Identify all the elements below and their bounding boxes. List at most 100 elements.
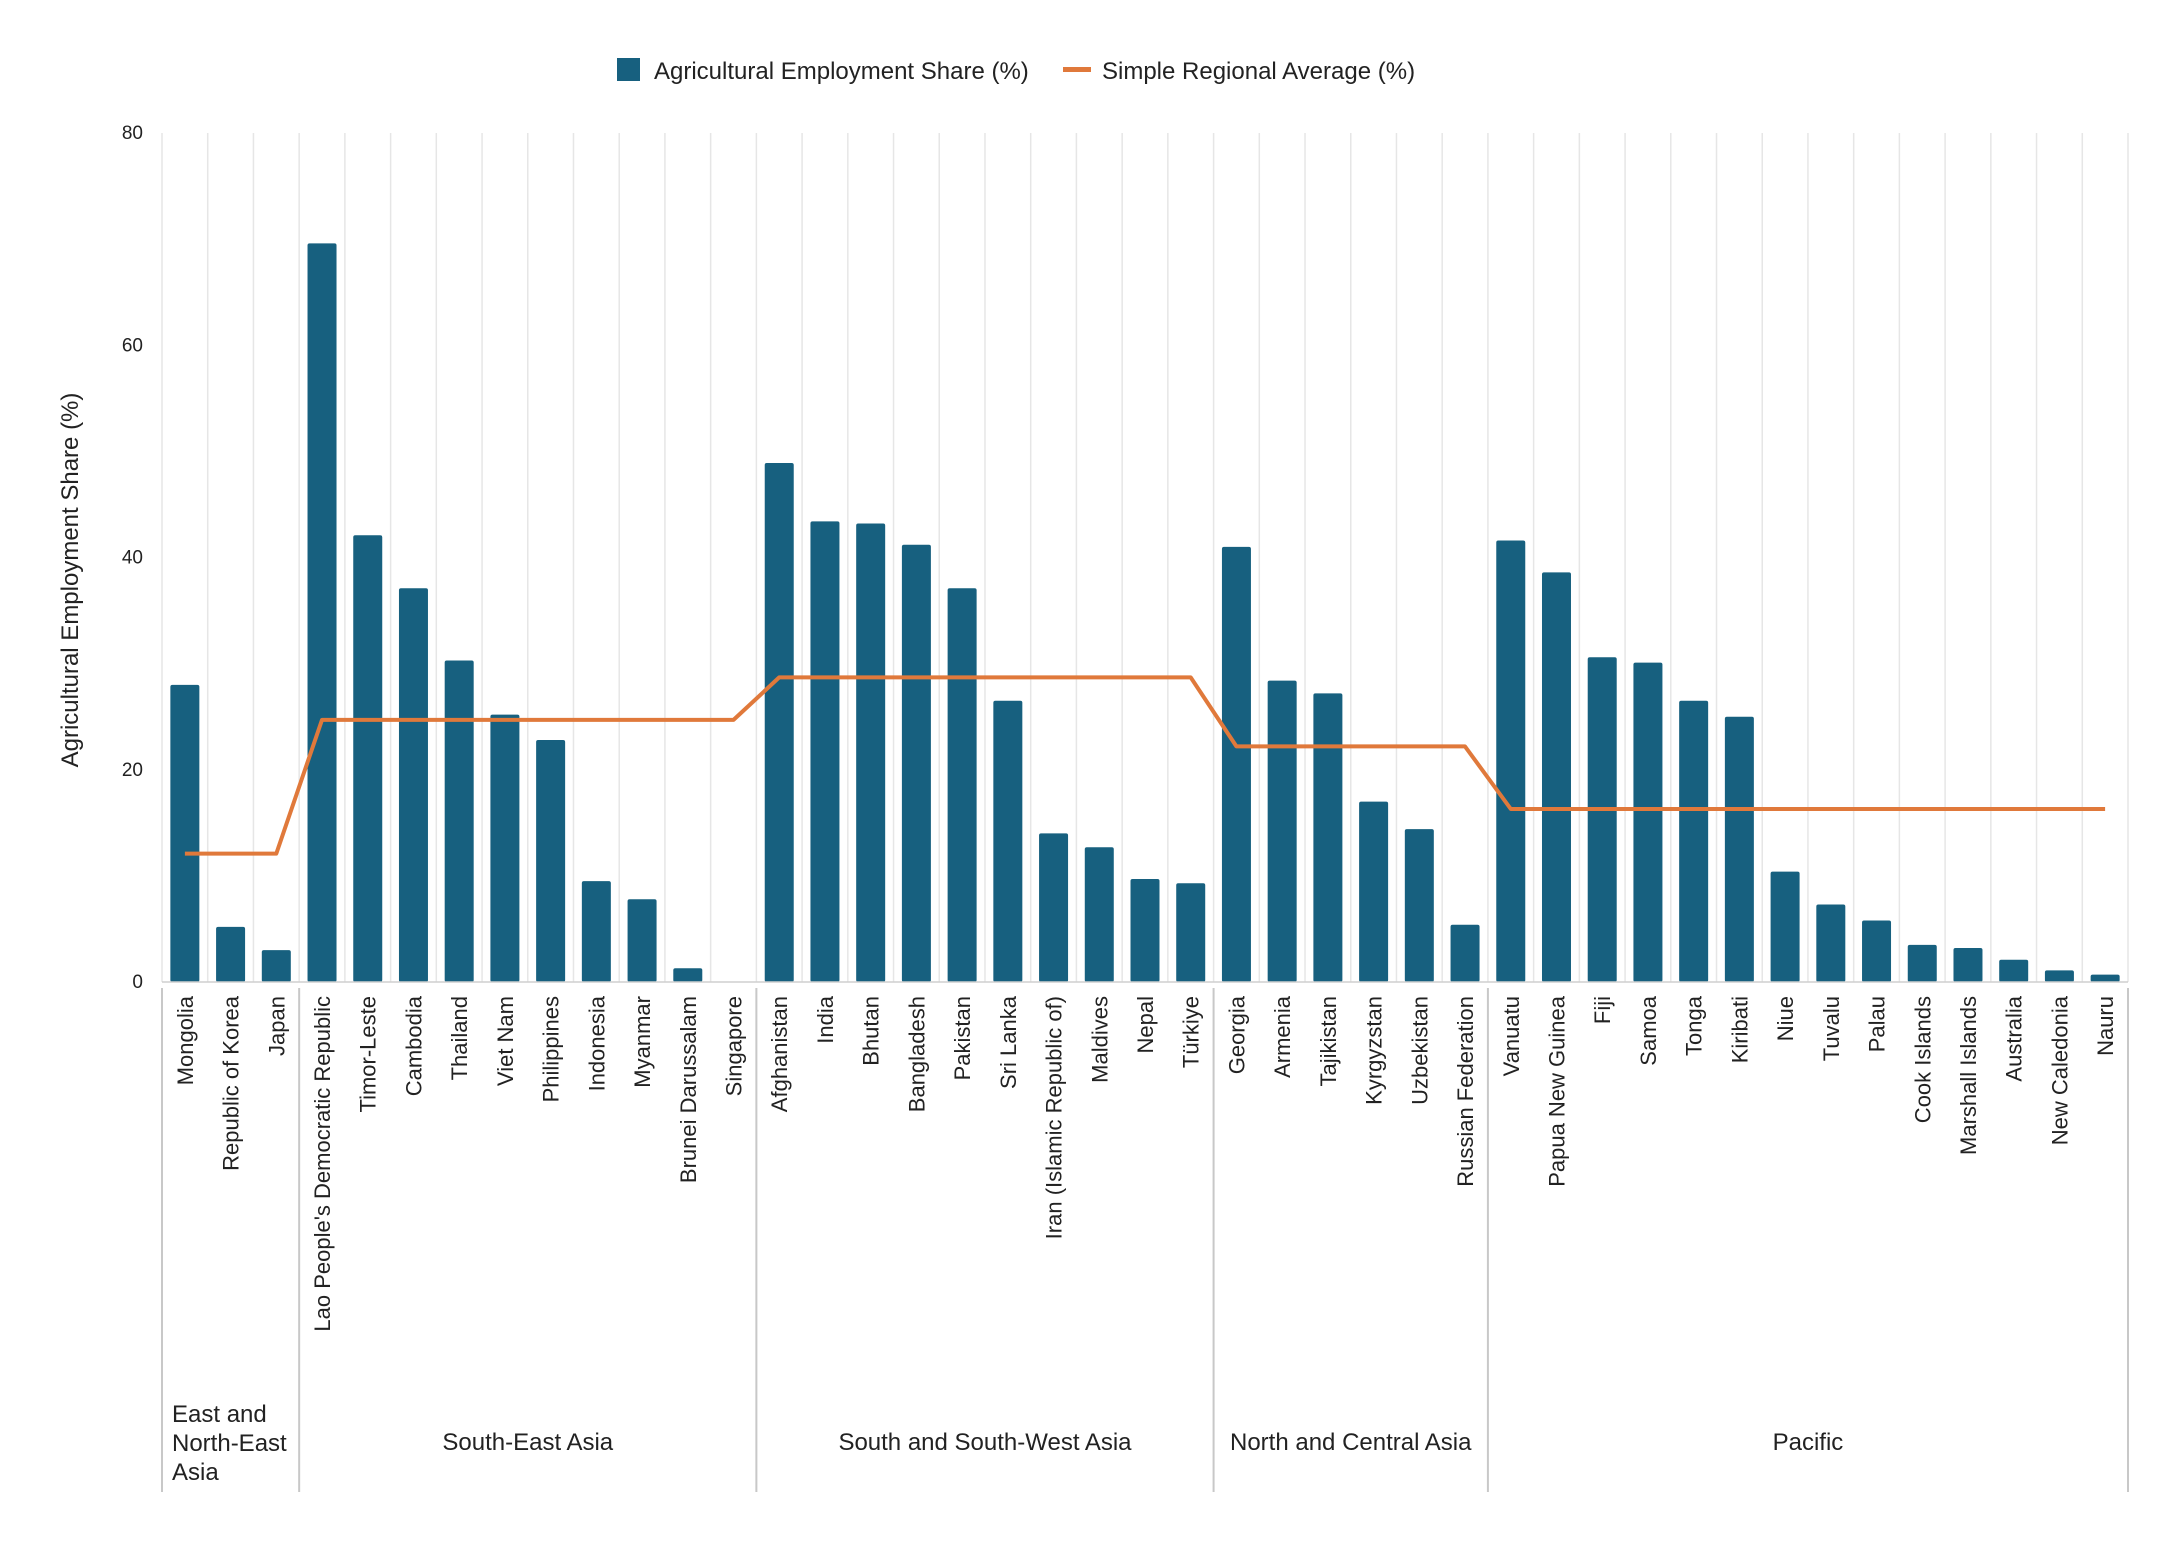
bar-sri-lanka — [993, 700, 1023, 982]
region-label: Asia — [172, 1459, 219, 1486]
x-tick-label: Russian Federation — [1453, 996, 1478, 1187]
bar-palau — [1862, 920, 1892, 982]
x-tick-label: Cook Islands — [1910, 996, 1935, 1123]
x-tick-label: Philippines — [539, 996, 564, 1102]
bar-tajikistan — [1313, 693, 1343, 982]
x-tick-label: Brunei Darussalam — [676, 996, 701, 1183]
y-tick-label: 20 — [122, 760, 143, 781]
x-tick-label: Uzbekistan — [1407, 996, 1432, 1105]
y-tick-label: 60 — [122, 335, 143, 356]
legend-label-bar: Agricultural Employment Share (%) — [654, 58, 1029, 85]
x-tick-label: Marshall Islands — [1956, 996, 1981, 1155]
x-tick-label: Türkiye — [1179, 996, 1204, 1068]
bar-marshall-islands — [1953, 948, 1983, 982]
bar-vanuatu — [1496, 540, 1526, 982]
bar-cook-islands — [1907, 944, 1937, 982]
bar-papua-new-guinea — [1541, 572, 1571, 982]
x-tick-label: Thailand — [447, 996, 472, 1080]
x-tick-label: Niue — [1773, 996, 1798, 1041]
bar-lao-people-s-democratic-republic — [307, 243, 337, 982]
bar-nauru — [2090, 974, 2120, 982]
bar-series — [170, 243, 2120, 983]
region-label: Pacific — [1773, 1429, 1844, 1456]
bar-cambodia — [398, 588, 428, 982]
bar-nepal — [1130, 879, 1160, 982]
x-tick-label: Fiji — [1590, 996, 1615, 1024]
average-line-series — [184, 675, 2106, 856]
legend-label-line: Simple Regional Average (%) — [1102, 58, 1415, 85]
gridlines — [161, 133, 2129, 982]
bar-uzbekistan — [1404, 829, 1434, 982]
bar-new-caledonia — [2044, 970, 2074, 982]
x-tick-label: Republic of Korea — [219, 995, 244, 1171]
legend-swatch-line — [1063, 67, 1091, 72]
x-tick-label: Tajikistan — [1316, 996, 1341, 1086]
regional-average-line — [184, 675, 2106, 856]
bar-bhutan — [856, 523, 886, 982]
bar-japan — [261, 950, 291, 982]
y-axis-title: Agricultural Employment Share (%) — [57, 393, 84, 768]
x-tick-label: India — [813, 995, 838, 1043]
x-tick-label: Mongolia — [173, 995, 198, 1085]
x-tick-label: Cambodia — [401, 995, 426, 1096]
y-tick-label: 40 — [122, 548, 143, 569]
x-tick-label: Sri Lanka — [996, 995, 1021, 1089]
x-tick-label: Australia — [2002, 995, 2027, 1081]
x-tick-label: Afghanistan — [767, 996, 792, 1112]
x-tick-label: Bangladesh — [904, 996, 929, 1112]
bar-australia — [1999, 959, 2029, 982]
x-tick-label: Tuvalu — [1819, 996, 1844, 1061]
x-axis-categories: Mongolia Republic of Korea Japan Lao People… — [173, 995, 2118, 1331]
y-axis: 0 20 40 60 80 — [122, 123, 2128, 993]
x-tick-label: New Caledonia — [2047, 995, 2072, 1145]
bar-maldives — [1084, 847, 1114, 982]
x-tick-label: Nauru — [2093, 996, 2118, 1056]
x-tick-label: Bhutan — [859, 996, 884, 1066]
x-tick-label: Tonga — [1682, 995, 1707, 1056]
bar-viet-nam — [490, 714, 520, 982]
region-label: North and Central Asia — [1230, 1429, 1472, 1456]
y-tick-label: 0 — [132, 972, 143, 993]
x-tick-label: Armenia — [1270, 995, 1295, 1078]
bar-tonga — [1679, 700, 1709, 982]
x-tick-label: Vanuatu — [1499, 996, 1524, 1076]
x-tick-label: Indonesia — [584, 995, 609, 1091]
bar-kyrgyzstan — [1359, 801, 1389, 982]
bar-georgia — [1221, 546, 1251, 982]
legend: Agricultural Employment Share (%) Simple… — [617, 58, 1415, 85]
bar-russian-federation — [1450, 924, 1480, 982]
bar-iran-islamic-republic-of — [1039, 833, 1069, 982]
bar-republic-of-korea — [216, 926, 246, 982]
x-tick-label: Japan — [264, 996, 289, 1056]
bar-philippines — [536, 740, 566, 982]
x-tick-label: Myanmar — [630, 996, 655, 1088]
bar-niue — [1770, 871, 1800, 982]
bar-pakistan — [947, 588, 977, 982]
x-tick-label: Pakistan — [950, 996, 975, 1080]
bar-myanmar — [627, 899, 657, 982]
region-label: North-East — [172, 1430, 287, 1457]
bar-timor-leste — [353, 535, 383, 982]
bar-fiji — [1587, 657, 1617, 982]
x-tick-label: Iran (Islamic Republic of) — [1042, 996, 1067, 1239]
bar-afghanistan — [764, 463, 794, 983]
region-label: South-East Asia — [442, 1429, 613, 1456]
bar-india — [810, 521, 840, 982]
x-tick-label: Kyrgyzstan — [1362, 996, 1387, 1105]
region-label: South and South-West Asia — [838, 1429, 1132, 1456]
x-tick-label: Papua New Guinea — [1544, 995, 1569, 1187]
bar-armenia — [1267, 680, 1297, 982]
x-tick-label: Maldives — [1087, 996, 1112, 1083]
bar-t-rkiye — [1176, 883, 1206, 982]
bar-thailand — [444, 660, 474, 982]
bar-indonesia — [581, 881, 611, 982]
x-tick-label: Nepal — [1133, 996, 1158, 1053]
bar-kiribati — [1724, 716, 1754, 982]
x-tick-label: Singapore — [722, 996, 747, 1096]
x-tick-label: Palau — [1865, 996, 1890, 1052]
bar-samoa — [1633, 662, 1663, 982]
region-label: East and — [172, 1401, 267, 1428]
bar-tuvalu — [1816, 904, 1846, 982]
